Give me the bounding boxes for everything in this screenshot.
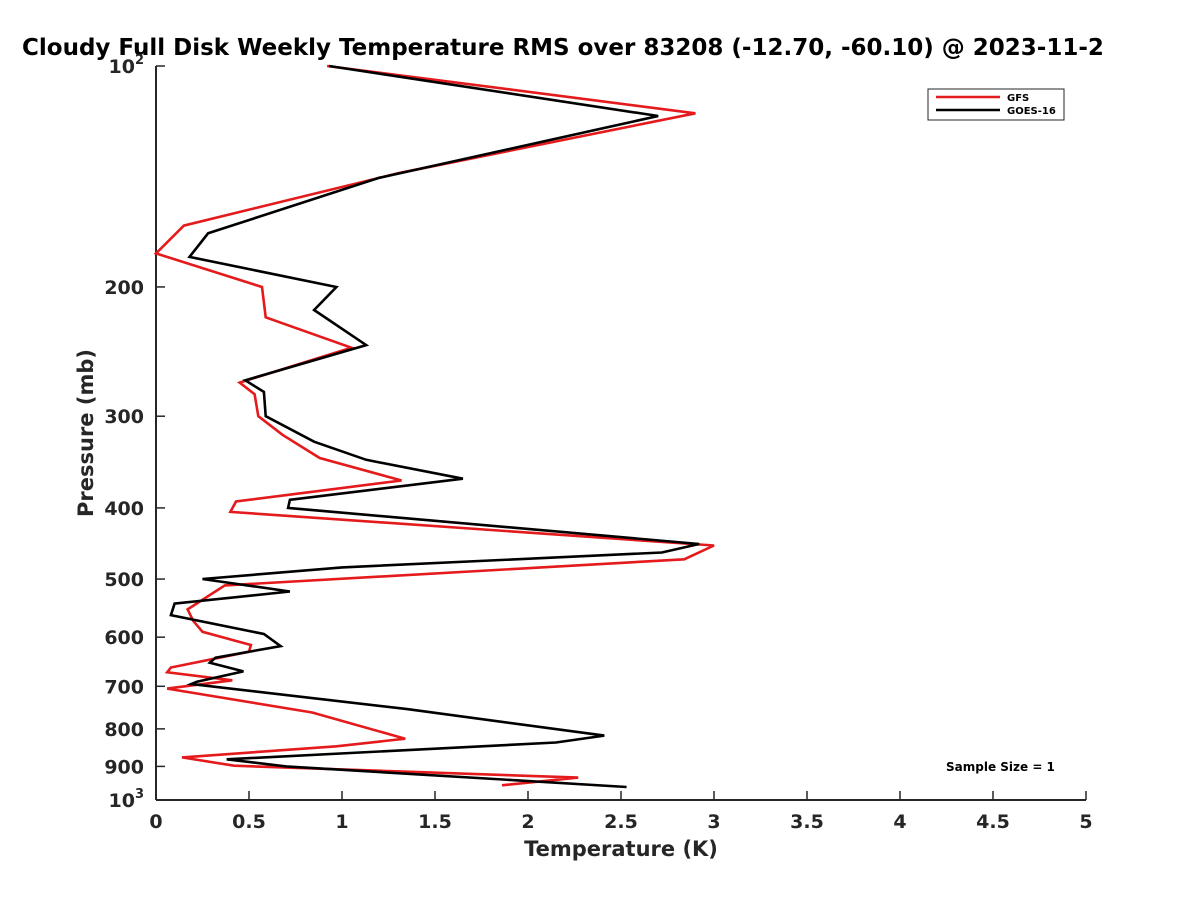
x-tick-label: 2: [521, 811, 534, 833]
series-lines: [153, 64, 715, 789]
y-tick-label: 500: [104, 569, 144, 591]
y-tick-label: 300: [104, 406, 144, 428]
y-tick-label: 102: [109, 53, 145, 78]
y-tick-exponent: 2: [135, 53, 144, 68]
y-axis-label: Pressure (mb): [74, 349, 98, 517]
x-ticks: 0 0.5 1 1.5 2 2.5 3 3.5 4 4.5 5: [149, 791, 1093, 833]
sample-size-annotation: Sample Size = 1: [946, 760, 1055, 774]
series-line-goes16: [169, 64, 700, 789]
y-tick-base: 10: [109, 790, 135, 812]
x-tick-label: 0: [149, 811, 162, 833]
y-tick-label: 200: [104, 277, 144, 299]
x-tick-label: 4.5: [976, 811, 1010, 833]
series-line-gfs: [153, 64, 715, 787]
x-tick-label: 2.5: [604, 811, 638, 833]
legend-label-gfs: GFS: [1007, 93, 1029, 104]
y-tick-label: 600: [104, 627, 144, 649]
y-tick-label: 900: [104, 756, 144, 778]
chart-title: Cloudy Full Disk Weekly Temperature RMS …: [22, 35, 1104, 61]
x-tick-label: 4: [893, 811, 906, 833]
y-tick-label: 103: [109, 787, 145, 812]
legend: GFS GOES-16: [927, 88, 1065, 121]
x-axis-label: Temperature (K): [524, 837, 718, 861]
y-tick-exponent: 3: [135, 787, 144, 802]
y-tick-base: 10: [109, 56, 135, 78]
legend-label-goes16: GOES-16: [1007, 106, 1056, 117]
x-tick-label: 0.5: [232, 811, 266, 833]
y-tick-label: 700: [104, 676, 144, 698]
x-tick-label: 3: [707, 811, 720, 833]
x-tick-label: 5: [1079, 811, 1092, 833]
y-tick-label: 800: [104, 719, 144, 741]
x-tick-label: 1: [335, 811, 348, 833]
x-tick-label: 3.5: [790, 811, 824, 833]
y-tick-label: 400: [104, 498, 144, 520]
legend-box: [927, 88, 1065, 121]
x-tick-label: 1.5: [418, 811, 452, 833]
